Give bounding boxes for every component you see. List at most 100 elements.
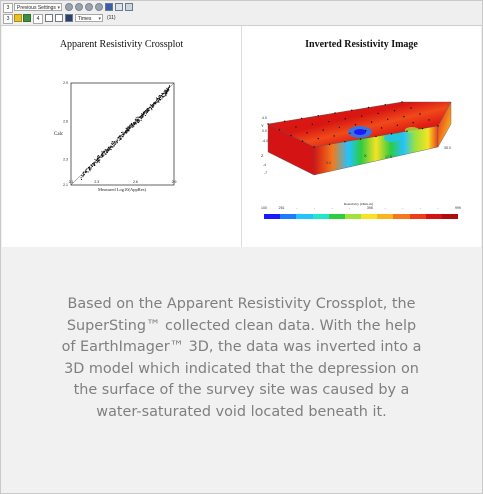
scatter-point xyxy=(169,85,171,87)
scatter-point xyxy=(168,86,170,88)
colorbar-tick: - xyxy=(384,206,386,210)
export-icon[interactable] xyxy=(125,3,133,11)
scatter-point xyxy=(153,103,155,105)
scatter-point xyxy=(94,164,96,166)
scatter-point xyxy=(138,116,140,118)
electrode-dot xyxy=(295,126,297,128)
font-size-stepper[interactable]: 3 xyxy=(3,14,13,24)
scatter-point xyxy=(135,122,137,124)
scatter-point xyxy=(142,113,144,115)
inversion-panel: Inverted Resistivity Image xyxy=(242,26,481,247)
scatter-point xyxy=(155,101,157,103)
scatter-point xyxy=(165,94,167,96)
scatter-point xyxy=(128,126,130,128)
scatter-point xyxy=(113,141,115,143)
caption-line: the surface of the survey site was cause… xyxy=(73,382,410,398)
font-size-label[interactable]: (11) xyxy=(107,15,116,21)
scatter-point xyxy=(161,95,163,97)
scatter-point xyxy=(87,167,89,169)
electrode-points xyxy=(267,101,439,148)
electrode-dot xyxy=(349,132,351,134)
scatter-point xyxy=(91,166,93,168)
scatter-point xyxy=(165,93,167,95)
scatter-point xyxy=(152,104,154,106)
electrode-dot xyxy=(401,101,403,103)
scatter-point xyxy=(119,137,121,139)
scatter-point xyxy=(140,116,142,118)
scatter-point xyxy=(163,93,165,95)
font-select[interactable]: Times ▾ xyxy=(75,14,103,22)
scatter-point xyxy=(138,119,140,121)
floppy-icon[interactable] xyxy=(65,14,73,22)
caption-text: Based on the Apparent Resistivity Crossp… xyxy=(21,294,462,423)
scatter-point xyxy=(158,94,160,96)
scatter-point xyxy=(92,163,94,165)
scatter-point xyxy=(82,174,84,176)
scatter-point xyxy=(84,172,86,174)
scatter-point xyxy=(101,152,103,154)
y-tick-2: 0.0 xyxy=(262,129,267,133)
scatter-point xyxy=(128,129,130,131)
scatter-point xyxy=(103,152,105,154)
back-button[interactable] xyxy=(65,3,73,11)
electrode-dot xyxy=(334,112,336,114)
scatter-point xyxy=(143,112,145,114)
caption-line: Based on the Apparent Resistivity Crossp… xyxy=(67,296,416,312)
text-icon[interactable] xyxy=(45,14,53,22)
caption-line: 3D model which indicated that the depres… xyxy=(64,360,419,377)
scatter-point xyxy=(142,112,144,114)
save-icon[interactable] xyxy=(105,3,113,11)
electrode-dot xyxy=(306,132,308,134)
scatter-point xyxy=(98,155,100,157)
scatter-point xyxy=(129,127,131,129)
x-tick-label: 2.9 xyxy=(172,180,177,184)
scatter-point xyxy=(153,102,155,104)
scatter-point xyxy=(113,142,115,144)
scatter-point xyxy=(135,117,137,119)
refresh-button[interactable] xyxy=(95,3,103,11)
layer-stepper[interactable]: 4 xyxy=(33,14,43,24)
scatter-point xyxy=(127,129,129,131)
scatter-point xyxy=(133,123,135,125)
scatter-point xyxy=(114,143,116,145)
scatter-point xyxy=(97,158,99,160)
stop-button[interactable] xyxy=(85,3,93,11)
scatter-point xyxy=(92,162,94,164)
anomaly-2 xyxy=(384,134,400,142)
x-tick-3: 35.0 xyxy=(444,146,451,150)
electrode-dot xyxy=(380,127,383,129)
scatter-point xyxy=(142,114,144,116)
scatter-point xyxy=(85,171,87,173)
scatter-point xyxy=(90,164,92,166)
scatter-point xyxy=(94,162,96,164)
electrode-dot xyxy=(370,121,373,123)
color-palette-icon[interactable] xyxy=(14,14,22,22)
scatter-point xyxy=(166,93,168,95)
forward-button[interactable] xyxy=(75,3,83,11)
scatter-point xyxy=(99,156,101,158)
copy-icon[interactable] xyxy=(115,3,123,11)
electrode-dot xyxy=(412,121,414,124)
scatter-point xyxy=(85,169,87,171)
scatter-point xyxy=(108,148,110,150)
scatter-point xyxy=(137,116,139,118)
scatter-point xyxy=(166,92,168,94)
scatter-point xyxy=(155,97,157,99)
settings-select[interactable]: Previous Settings ▾ xyxy=(14,3,62,11)
scatter-point xyxy=(100,154,102,156)
scatter-point xyxy=(105,149,107,151)
scatter-point xyxy=(165,90,167,92)
scatter-point xyxy=(161,93,163,95)
scatter-point xyxy=(102,152,104,154)
scatter-point xyxy=(124,132,126,134)
scatter-point xyxy=(146,109,148,111)
box-icon[interactable] xyxy=(55,14,63,22)
scatter-point xyxy=(118,136,120,138)
scatter-point xyxy=(156,99,158,101)
grid-icon[interactable] xyxy=(23,14,31,22)
scatter-point xyxy=(120,134,122,136)
view-number-field[interactable]: 3 xyxy=(3,3,13,13)
scatter-point xyxy=(103,151,105,153)
scatter-point xyxy=(88,166,90,168)
caption-line: SuperSting™ collected clean data. With t… xyxy=(66,317,417,334)
